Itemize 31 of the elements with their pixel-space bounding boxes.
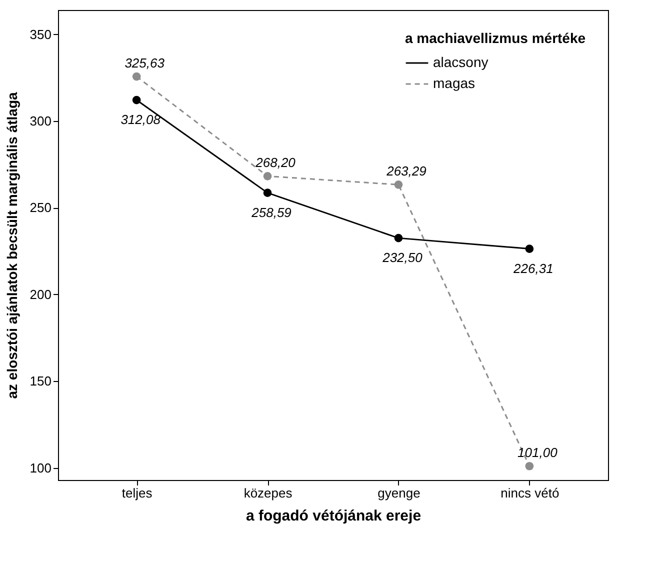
x-tick-label: közepes [244,486,293,500]
point [525,244,534,253]
y-tick-label: 250 [30,200,52,216]
x-tick-label: teljes [122,486,153,500]
x-axis-title: a fogadó vétójának ereje [246,508,422,524]
point [132,96,141,104]
y-tick-label: 200 [30,286,52,302]
data-label: 312,08 [120,112,162,128]
data-label: 101,00 [518,445,558,460]
data-label: 268,20 [254,155,296,170]
legend-title: a machiavellizmus mértéke [405,30,586,46]
y-tick-label: 300 [30,113,52,128]
x-tick-label: nincs vétó [500,486,560,500]
y-tick-label: 150 [30,374,52,389]
x-tick-label: gyenge [378,486,420,500]
y-axis-title: az elosztói ajánlatok becsült marginális átlaga [4,92,20,399]
data-label: 226,31 [512,260,554,276]
point [263,172,272,180]
point [525,462,534,470]
legend-label: alacsony [433,54,488,70]
data-label: 232,50 [382,250,424,266]
point [263,188,272,197]
point [394,234,403,242]
legend-label: magas [433,75,476,91]
y-tick-label: 350 [30,26,52,42]
y-tick-label: 100 [30,460,52,476]
data-label: 258,59 [250,204,292,220]
data-label: 325,63 [124,56,166,71]
point [394,180,403,189]
point [132,72,141,81]
data-label: 263,29 [386,164,426,179]
